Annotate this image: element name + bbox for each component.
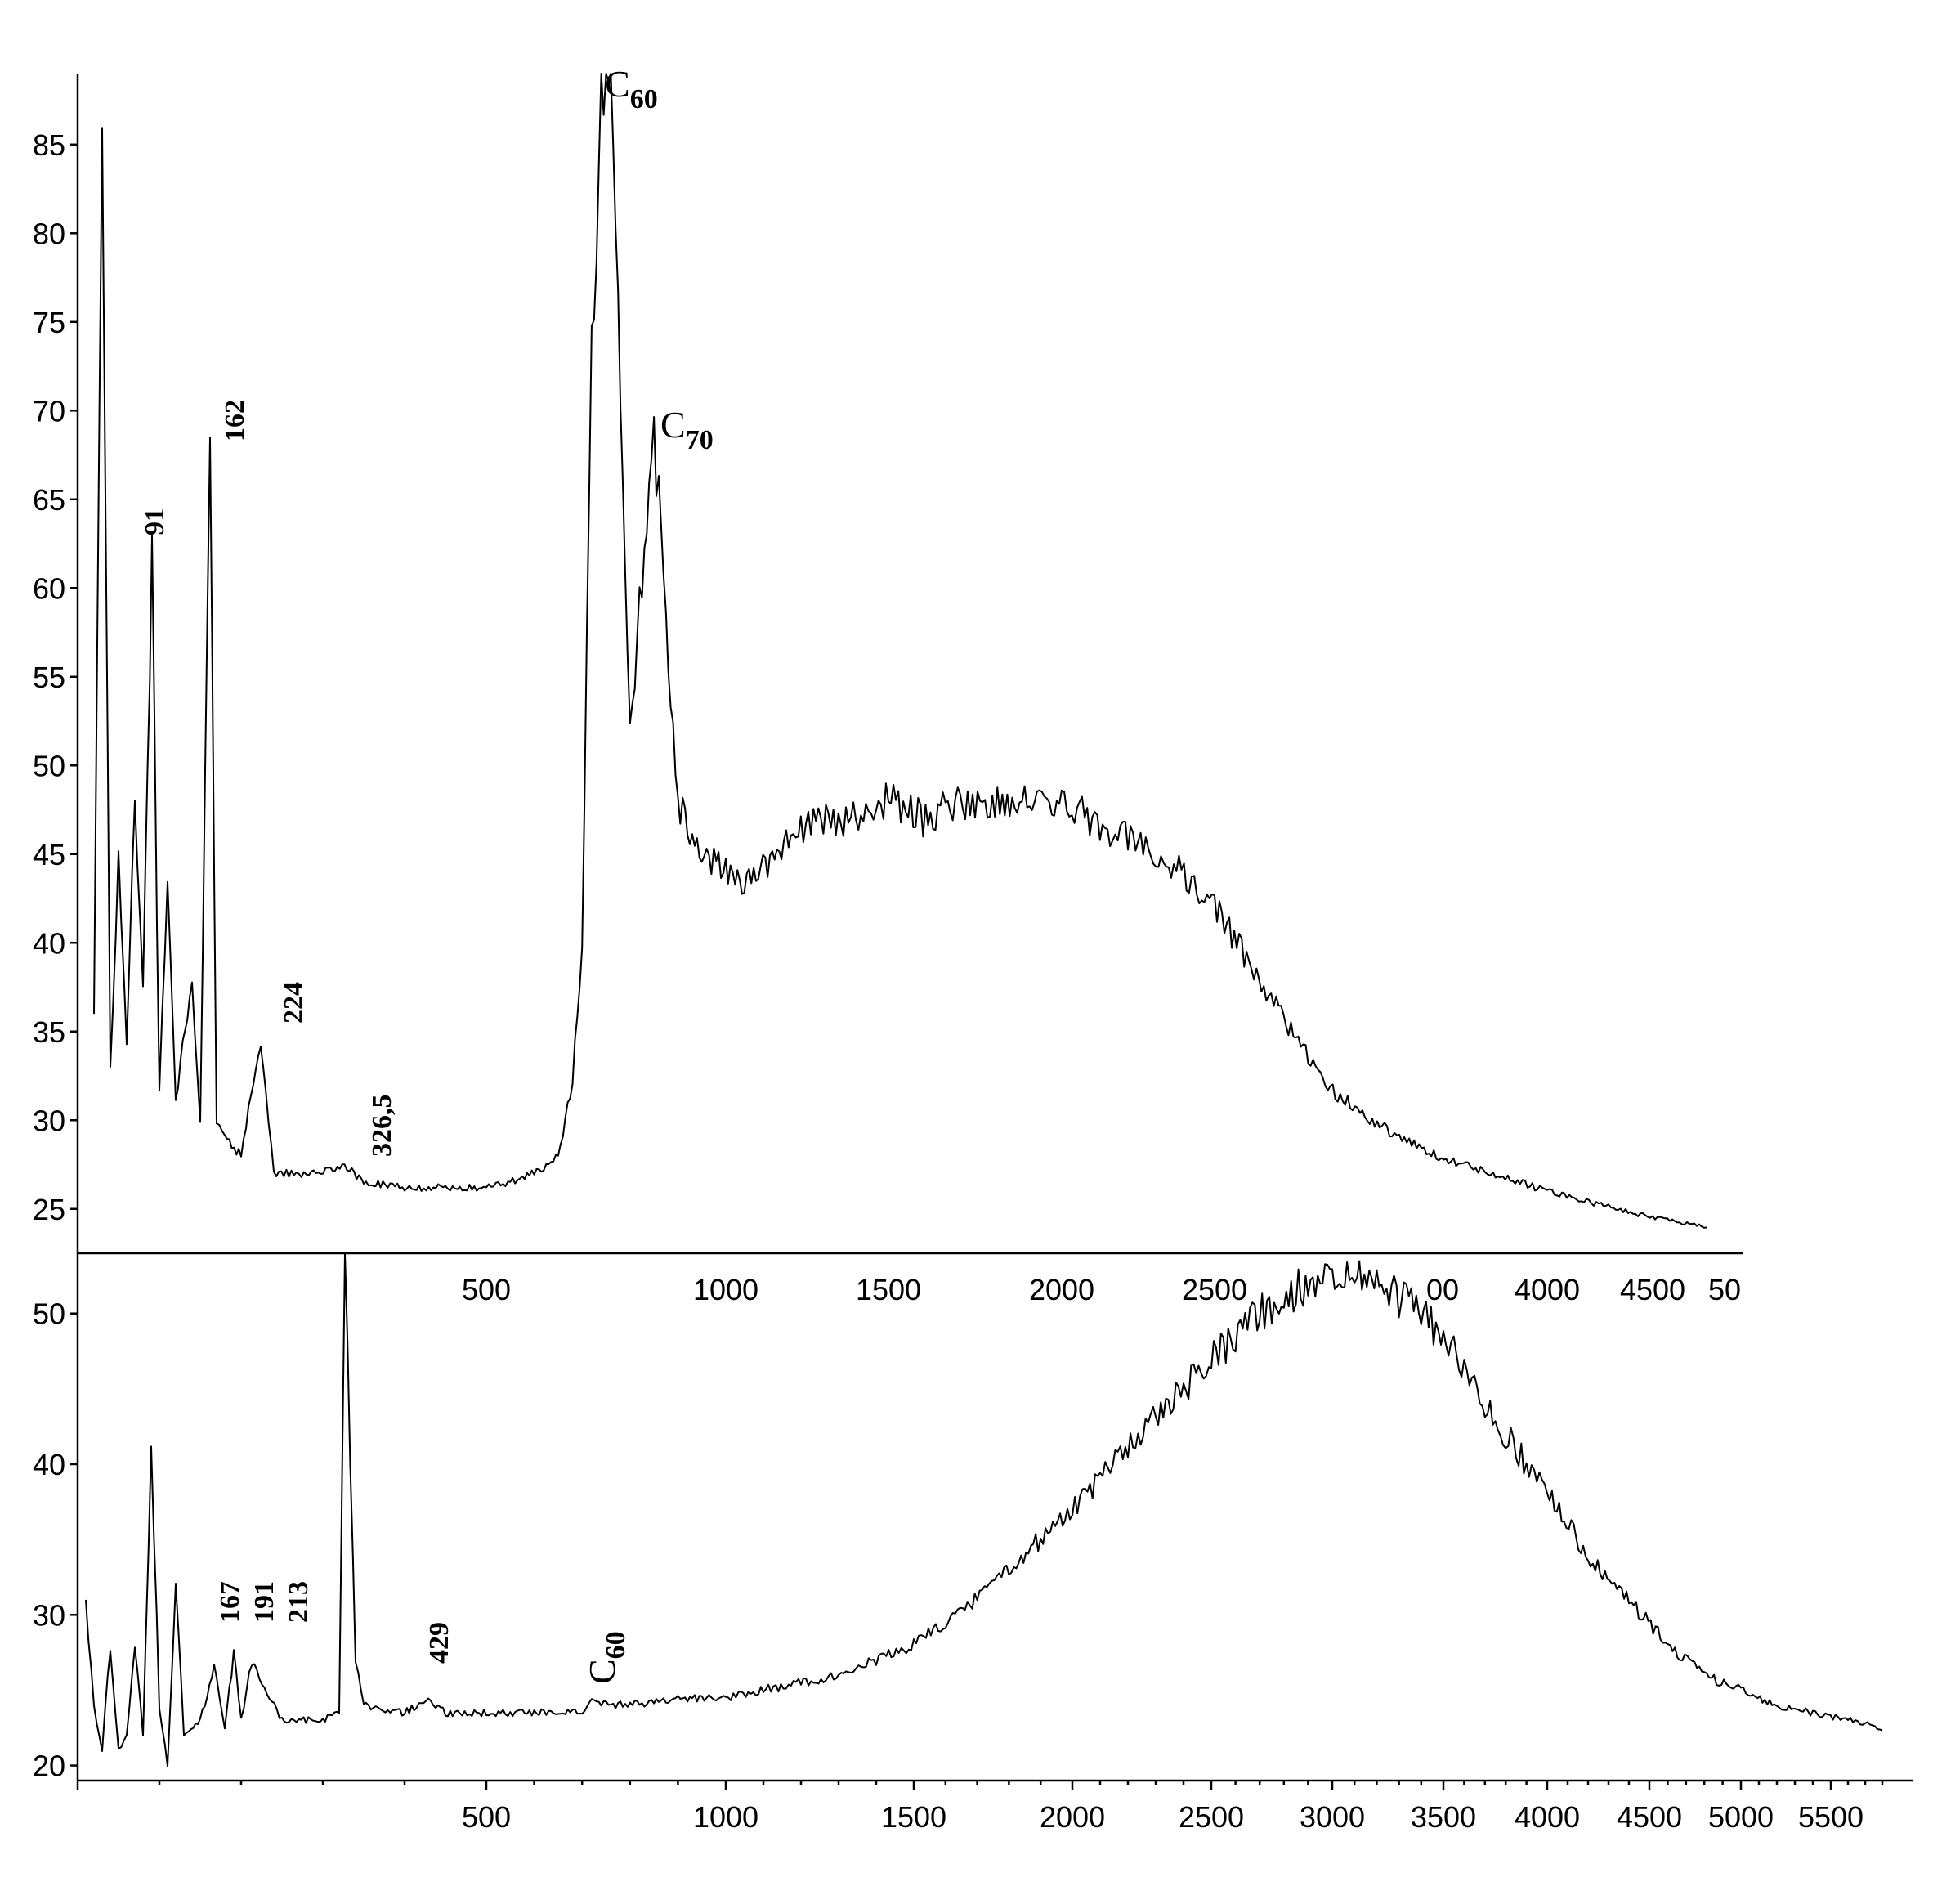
bottom-c60-label: C60	[581, 1631, 631, 1684]
top-y-tick-label: 45	[33, 838, 65, 871]
top-peak-label-162: 162	[220, 400, 250, 441]
top-y-tick-label: 50	[33, 749, 65, 782]
bottom-x-tick-label: 4000	[1515, 1800, 1580, 1834]
bottom-x-tick-label: 5500	[1798, 1800, 1864, 1834]
top-x-tick-label: 2500	[1182, 1273, 1247, 1306]
top-c70-label: C70	[660, 404, 714, 455]
top-spectrum-line	[93, 73, 1707, 1229]
top-y-tick-label: 85	[33, 128, 65, 162]
top-x-tick-label: 1500	[856, 1273, 921, 1306]
bottom-peak-label-429: 429	[424, 1622, 454, 1664]
top-y-tick-label: 70	[33, 394, 65, 428]
top-x-tick-label: 1000	[693, 1273, 758, 1306]
top-c60-label: C60	[605, 63, 658, 114]
top-peak-label-326-5: 326,5	[367, 1095, 397, 1158]
bottom-peak-label-167: 167	[215, 1581, 245, 1623]
top-x-tick-label: 4000	[1515, 1273, 1580, 1306]
top-y-tick-label: 65	[33, 483, 65, 517]
bottom-x-tick-label: 3000	[1300, 1800, 1365, 1834]
top-y-tick-label: 35	[33, 1015, 65, 1049]
top-peak-label-224: 224	[279, 982, 309, 1024]
bottom-x-ticks: 500 1000 1500 2000 2500 3000 3500 4000 4500 5000 5…	[76, 1781, 1884, 1834]
bottom-peak-label-213: 213	[284, 1581, 314, 1623]
top-x-ticks: 500 1000 1500 2000 2500 00 4000 4500 50	[462, 1273, 1741, 1306]
top-y-tick-label: 40	[33, 926, 65, 960]
svg-text:C60: C60	[581, 1631, 631, 1684]
bottom-x-tick-label: 4500	[1617, 1800, 1682, 1834]
top-x-tick-label: 2000	[1029, 1273, 1094, 1306]
top-x-tick-label: 4500	[1620, 1273, 1685, 1306]
bottom-y-tick-label: 30	[33, 1598, 65, 1632]
top-y-ticks: 25 30 35 40 45 50 55 60 65 70 75 80 85	[33, 128, 78, 1226]
bottom-y-tick-label: 50	[33, 1297, 65, 1331]
bottom-x-tick-label: 2000	[1040, 1800, 1105, 1834]
bottom-spectrum-panel: 20 30 40 50 500 1000 1500 2000 2500 3000 3500 4000…	[33, 1252, 1913, 1834]
bottom-x-tick-label: 1500	[881, 1800, 946, 1834]
top-x-tick-label: 50	[1708, 1273, 1741, 1306]
top-peak-label-91: 91	[140, 508, 170, 535]
bottom-y-tick-label: 20	[33, 1749, 65, 1783]
bottom-y-tick-label: 40	[33, 1448, 65, 1481]
top-spectrum-panel: 25 30 35 40 45 50 55 60 65 70 75 80 85 500 1000 1500 20…	[33, 63, 1743, 1306]
bottom-x-tick-label: 1000	[693, 1800, 758, 1834]
top-x-tick-label: 00	[1426, 1273, 1459, 1306]
bottom-x-tick-label: 500	[462, 1800, 511, 1834]
bottom-spectrum-line	[85, 1252, 1883, 1767]
top-y-tick-label: 55	[33, 661, 65, 694]
top-y-tick-label: 30	[33, 1104, 65, 1137]
bottom-peak-label-191: 191	[249, 1581, 280, 1623]
bottom-x-tick-label: 2500	[1179, 1800, 1244, 1834]
top-y-tick-label: 75	[33, 306, 65, 339]
top-x-tick-label: 500	[462, 1273, 511, 1306]
bottom-y-ticks: 20 30 40 50	[33, 1297, 78, 1783]
top-y-tick-label: 25	[33, 1193, 65, 1226]
bottom-x-tick-label: 3500	[1411, 1800, 1476, 1834]
bottom-x-tick-label: 5000	[1708, 1800, 1774, 1834]
top-y-tick-label: 60	[33, 571, 65, 605]
top-y-tick-label: 80	[33, 217, 65, 250]
